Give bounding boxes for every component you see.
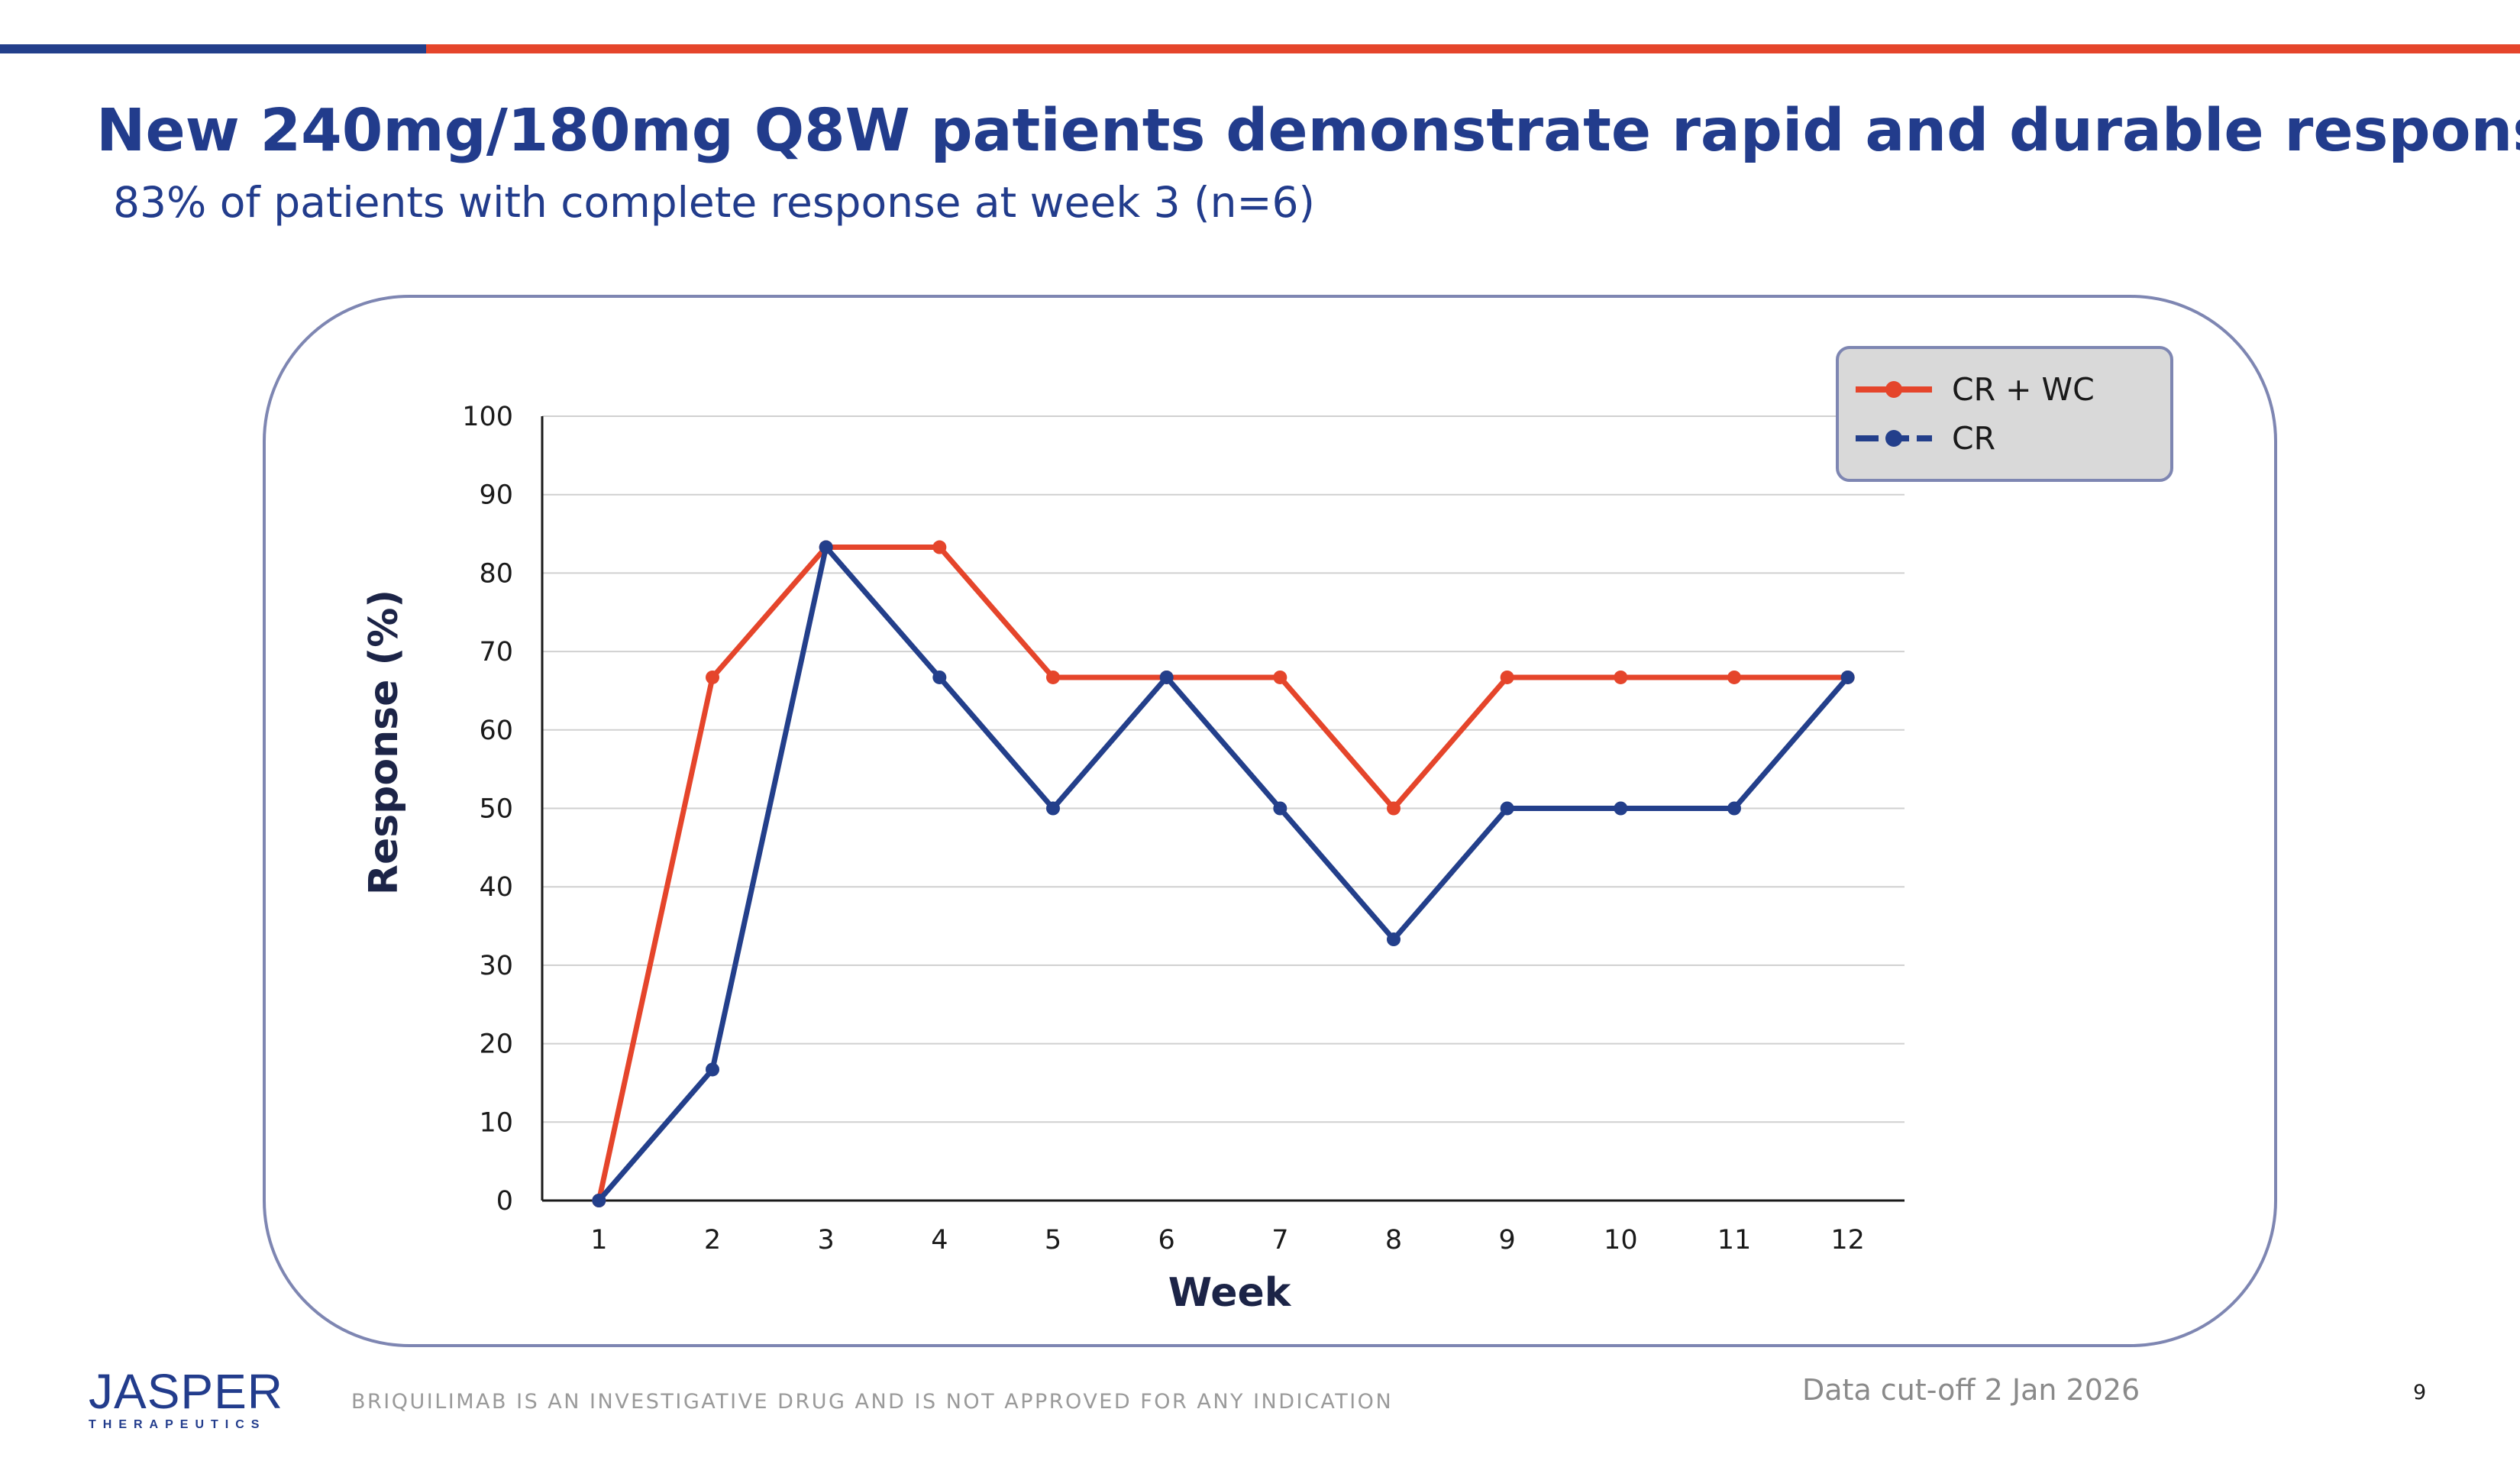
legend-label-cr: CR	[1952, 420, 1995, 457]
y-tick-label: 80	[479, 558, 513, 589]
legend-box	[1836, 346, 2173, 482]
footer-disclaimer: BRIQUILIMAB IS AN INVESTIGATIVE DRUG AND…	[351, 1390, 1394, 1414]
y-axis-title: Response (%)	[361, 590, 407, 895]
data-cutoff-note: Data cut-off 2 Jan 2026	[1802, 1373, 2140, 1407]
y-tick-label: 20	[479, 1029, 513, 1060]
header-bar-blue	[0, 44, 426, 53]
data-point-cr	[1500, 801, 1514, 816]
x-axis-title: Week	[1168, 1270, 1292, 1316]
data-point-cr-wc	[1614, 670, 1628, 684]
data-point-cr	[1727, 801, 1741, 816]
page-number: 9	[2413, 1381, 2427, 1404]
data-point-cr-wc	[706, 670, 719, 684]
logo-tagline: THERAPEUTICS	[89, 1418, 267, 1431]
y-tick-label: 90	[479, 480, 513, 511]
x-tick-label: 5	[1045, 1225, 1061, 1256]
data-point-cr	[592, 1194, 606, 1207]
data-point-cr	[706, 1062, 719, 1077]
x-tick-label: 4	[931, 1225, 948, 1256]
data-point-cr-wc	[1273, 670, 1287, 684]
x-tick-label: 2	[704, 1225, 721, 1256]
page-title: New 240mg/180mg Q8W patients demonstrate…	[96, 97, 2520, 165]
data-point-cr-wc	[1500, 670, 1514, 684]
data-point-cr-wc	[1046, 670, 1060, 684]
x-tick-label: 10	[1604, 1225, 1638, 1256]
x-tick-label: 12	[1830, 1225, 1865, 1256]
legend-marker-cr-wc	[1885, 381, 1902, 398]
header-bar-orange	[426, 44, 2520, 53]
y-tick-label: 0	[496, 1186, 513, 1217]
legend: CR + WC CR	[1836, 346, 2173, 482]
data-point-cr	[1387, 932, 1401, 947]
jasper-logo: JASPER THERAPEUTICS	[89, 1364, 283, 1431]
logo-wordmark: JASPER	[89, 1364, 283, 1419]
data-point-cr	[1840, 670, 1855, 684]
x-tick-label: 6	[1158, 1225, 1175, 1256]
y-tick-label: 30	[479, 951, 513, 981]
y-tick-label: 100	[462, 402, 513, 432]
page-subtitle: 83% of patients with complete response a…	[113, 178, 1315, 227]
data-point-cr-wc	[1387, 801, 1401, 816]
data-point-cr	[819, 540, 833, 554]
data-point-cr-wc	[1727, 670, 1741, 684]
x-tick-label: 9	[1499, 1225, 1516, 1256]
data-point-cr	[932, 670, 947, 684]
chart-frame	[263, 295, 2277, 1347]
data-point-cr	[1046, 801, 1060, 816]
y-tick-label: 10	[479, 1107, 513, 1138]
y-tick-label: 40	[479, 872, 513, 903]
data-point-cr	[1273, 801, 1287, 816]
data-point-cr	[1614, 801, 1628, 816]
y-tick-label: 70	[479, 637, 513, 667]
x-tick-label: 8	[1385, 1225, 1402, 1256]
legend-label-cr-wc: CR + WC	[1952, 371, 2095, 408]
y-tick-label: 50	[479, 794, 513, 825]
x-tick-label: 1	[590, 1225, 607, 1256]
x-tick-label: 11	[1717, 1225, 1752, 1256]
x-tick-label: 7	[1271, 1225, 1288, 1256]
data-point-cr-wc	[932, 540, 947, 554]
legend-marker-cr	[1885, 430, 1902, 447]
series-line-cr-wc	[596, 545, 1851, 1204]
y-tick-label: 60	[479, 716, 513, 746]
series-line-cr	[596, 545, 1851, 1204]
data-point-cr	[1159, 670, 1174, 684]
x-tick-label: 3	[818, 1225, 835, 1256]
